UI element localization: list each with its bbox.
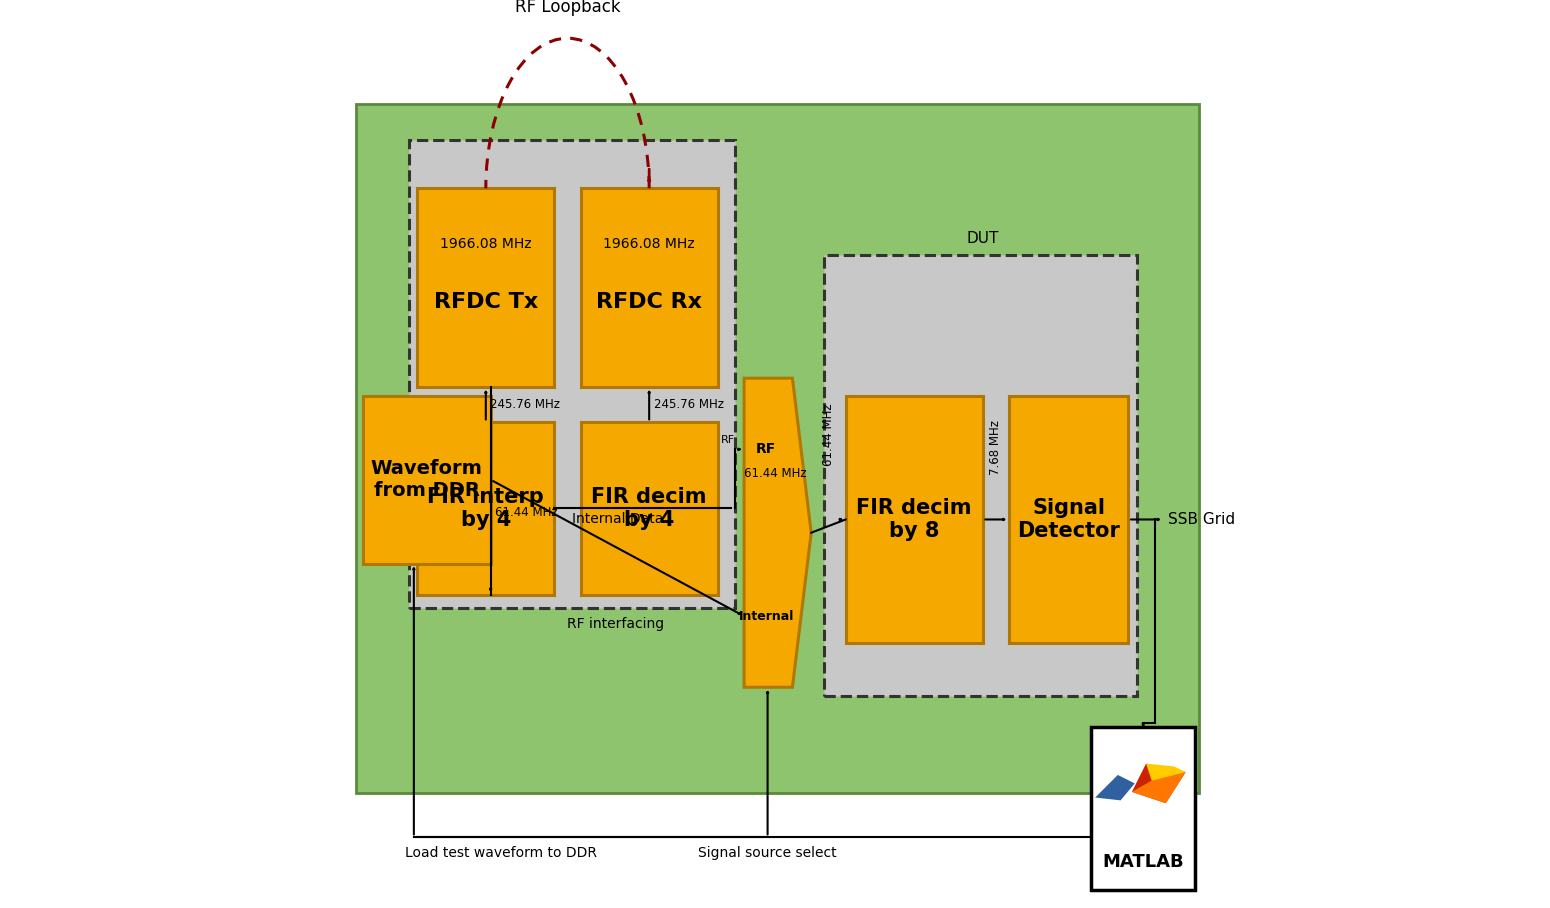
- Text: Signal source select: Signal source select: [698, 846, 837, 860]
- Polygon shape: [1132, 764, 1186, 804]
- Text: Signal
Detector: Signal Detector: [1017, 498, 1121, 541]
- Bar: [581, 188, 718, 387]
- Text: DUT: DUT: [966, 231, 998, 246]
- Text: MATLAB: MATLAB: [1102, 853, 1184, 871]
- Text: 61.44 MHz: 61.44 MHz: [822, 404, 835, 467]
- Polygon shape: [1145, 764, 1186, 781]
- Text: RF interfacing: RF interfacing: [567, 617, 665, 631]
- Text: 245.76 MHz: 245.76 MHz: [654, 399, 724, 411]
- Text: FIR interp
by 4: FIR interp by 4: [428, 487, 544, 530]
- Bar: [355, 104, 1198, 794]
- Polygon shape: [744, 379, 811, 687]
- Text: RF Loopback: RF Loopback: [515, 0, 620, 16]
- Bar: [1009, 396, 1128, 643]
- Bar: [363, 396, 491, 564]
- Text: Load test waveform to DDR: Load test waveform to DDR: [405, 846, 597, 860]
- Text: 61.44 MHz: 61.44 MHz: [744, 467, 806, 480]
- Text: RFDC Rx: RFDC Rx: [597, 291, 702, 311]
- Bar: [846, 396, 983, 643]
- Text: FIR decim
by 4: FIR decim by 4: [592, 487, 707, 530]
- Bar: [409, 140, 735, 607]
- Text: 1966.08 MHz: 1966.08 MHz: [440, 237, 532, 251]
- Text: FIR decim
by 8: FIR decim by 8: [856, 498, 972, 541]
- Text: 245.76 MHz: 245.76 MHz: [490, 399, 560, 411]
- Text: Waveform
from DDR: Waveform from DDR: [370, 459, 482, 500]
- Text: 61.44 MHz: 61.44 MHz: [494, 507, 558, 519]
- Text: Internal: Internal: [738, 609, 794, 623]
- Text: SSB Grid: SSB Grid: [1169, 512, 1235, 527]
- Text: Internal Data: Internal Data: [572, 512, 663, 526]
- Text: RFDC Tx: RFDC Tx: [434, 291, 538, 311]
- Polygon shape: [1096, 775, 1135, 800]
- Text: 1966.08 MHz: 1966.08 MHz: [603, 237, 694, 251]
- Text: RF: RF: [721, 436, 735, 446]
- Bar: [581, 422, 718, 595]
- Text: RF: RF: [756, 442, 777, 457]
- Polygon shape: [1132, 769, 1186, 804]
- Text: 7.68 MHz: 7.68 MHz: [989, 420, 1003, 475]
- Bar: [823, 254, 1138, 696]
- Bar: [417, 422, 555, 595]
- Bar: [417, 188, 555, 387]
- Bar: [1091, 727, 1195, 891]
